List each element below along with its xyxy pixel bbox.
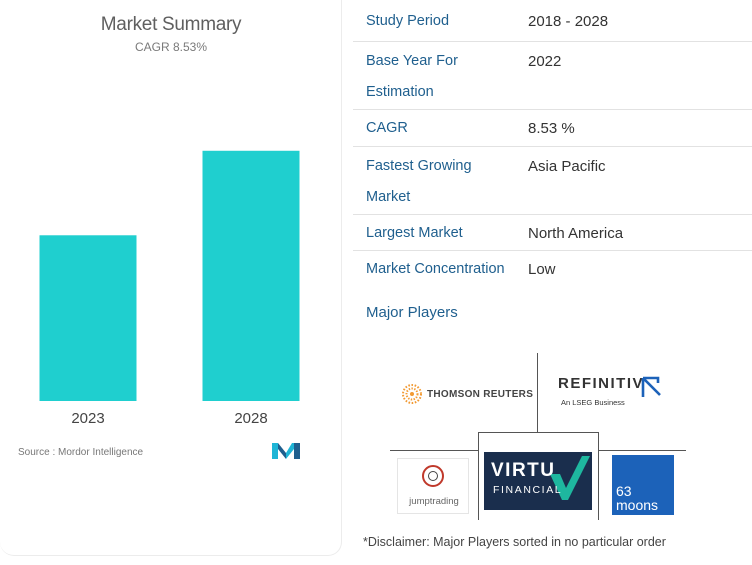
63-moons-number: 63	[616, 483, 632, 499]
bar-2023	[39, 235, 137, 401]
row-label: Market Concentration	[366, 261, 505, 277]
row-label-line: Estimation	[366, 84, 434, 100]
table-row-concentration: Market Concentration Low	[353, 251, 752, 288]
row-label: Base Year For Estimation	[353, 46, 528, 108]
divider	[390, 450, 478, 451]
row-value: 2022	[528, 53, 562, 70]
market-summary-card: Market Summary CAGR 8.53% 2023 2028 Sourc…	[0, 0, 342, 556]
divider	[478, 432, 479, 520]
table-row-cagr: CAGR 8.53 %	[353, 110, 752, 147]
row-label: Study Period	[366, 13, 450, 29]
table-row-base-year: Base Year For Estimation 2022	[353, 42, 752, 110]
divider	[537, 353, 538, 433]
63-moons-word: moons	[616, 497, 659, 513]
refinitiv-name: REFINITIV	[558, 375, 645, 392]
refinitiv-arrow-icon	[641, 376, 661, 397]
table-row-largest-market: Largest Market North America	[353, 215, 752, 251]
thomson-reuters-name: THOMSON REUTERS	[427, 388, 534, 400]
row-label-line: Fastest Growing	[366, 158, 472, 174]
divider	[598, 450, 686, 451]
market-info-table: Study Period 2018 - 2028 Base Year For E…	[353, 0, 752, 288]
virtu-check-icon	[550, 456, 590, 500]
row-label: Largest Market	[366, 225, 463, 241]
x-tick-label: 2023	[71, 410, 104, 427]
bar-2028	[202, 150, 300, 401]
thomson-reuters-dots-icon	[402, 384, 422, 404]
row-value: Asia Pacific	[528, 158, 606, 175]
virtu-name: VIRTU	[491, 460, 556, 481]
jump-trading-name: jumptrading	[409, 496, 459, 507]
divider	[598, 432, 599, 520]
mordor-intelligence-logo	[272, 443, 300, 459]
row-label: CAGR	[366, 120, 408, 136]
table-row-study-period: Study Period 2018 - 2028	[353, 0, 752, 42]
row-value: 8.53 %	[528, 120, 575, 137]
bar-chart: 2023 2028	[39, 150, 300, 427]
virtu-financial-logo: VIRTU FINANCIAL	[484, 452, 592, 510]
chart-subtitle: CAGR 8.53%	[134, 40, 208, 54]
jump-trading-logo: jumptrading	[397, 458, 469, 514]
major-players-title: Major Players	[366, 304, 458, 321]
disclaimer-text: *Disclaimer: Major Players sorted in no …	[363, 535, 666, 549]
63-moons-logo: 63 moons	[612, 455, 674, 515]
row-label-line: Market	[366, 189, 411, 205]
x-tick-label: 2028	[234, 410, 267, 427]
row-label: Fastest Growing Market	[353, 151, 528, 213]
refinitiv-subtitle: An LSEG Business	[561, 398, 625, 407]
divider	[478, 432, 599, 433]
row-value: 2018 - 2028	[528, 13, 609, 30]
source-text: Source : Mordor Intelligence	[18, 447, 144, 458]
thomson-reuters-logo: THOMSON REUTERS	[402, 384, 533, 404]
row-label-line: Base Year For	[366, 53, 458, 69]
table-row-fastest-growing: Fastest Growing Market Asia Pacific	[353, 147, 752, 215]
jump-circle-icon	[422, 465, 444, 487]
refinitiv-logo: REFINITIV An LSEG Business	[558, 375, 661, 407]
row-value: North America	[528, 225, 624, 242]
chart-title: Market Summary	[100, 14, 242, 35]
virtu-subtitle: FINANCIAL	[493, 484, 563, 496]
row-value: Low	[528, 261, 556, 278]
